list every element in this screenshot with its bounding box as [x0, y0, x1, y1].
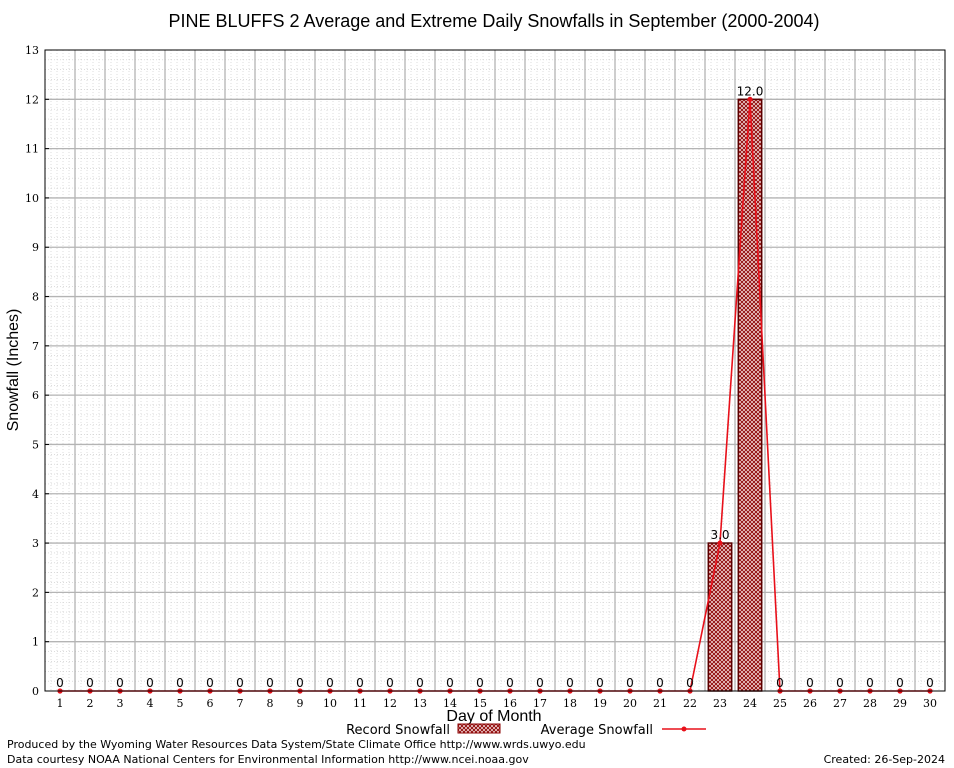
x-tick-label: 18 [563, 697, 577, 710]
legend: Record Snowfall Average Snowfall [346, 723, 706, 738]
x-tick-label: 8 [267, 697, 274, 710]
legend-record-label: Record Snowfall [346, 723, 450, 738]
bar-data-label: 0 [566, 676, 574, 690]
legend-record-swatch [457, 723, 501, 734]
y-tick-label: 11 [25, 143, 39, 156]
y-tick-label: 0 [32, 685, 39, 698]
bar-data-label: 0 [866, 676, 874, 690]
bar-data-label: 3.0 [710, 528, 729, 542]
x-tick-label: 5 [177, 697, 184, 710]
y-tick-label: 10 [25, 192, 39, 205]
x-tick-label: 21 [653, 697, 667, 710]
footer-produced-by: Produced by the Wyoming Water Resources … [7, 738, 586, 751]
bar-data-label: 0 [506, 676, 514, 690]
x-tick-label: 14 [443, 697, 457, 710]
plot-frame [44, 49, 946, 692]
y-tick-label: 6 [32, 389, 39, 402]
x-axis-label: Day of Month [446, 708, 541, 725]
bar-data-label: 0 [686, 676, 694, 690]
x-tick-label: 25 [773, 697, 787, 710]
x-tick-label: 27 [833, 697, 847, 710]
bar-data-label: 0 [236, 676, 244, 690]
legend-average-marker [681, 726, 687, 732]
x-tick-label: 19 [593, 697, 607, 710]
bar-data-label: 0 [86, 676, 94, 690]
x-tick-label: 4 [147, 697, 154, 710]
y-tick-label: 2 [32, 586, 39, 599]
record-bar [707, 542, 733, 692]
bar-data-label: 0 [626, 676, 634, 690]
y-tick-label: 8 [32, 291, 39, 304]
y-tick-label: 5 [32, 438, 39, 451]
x-tick-label: 7 [237, 697, 244, 710]
average-snowfall-point [717, 540, 723, 546]
y-tick-label: 12 [25, 93, 39, 106]
y-tick-label: 13 [25, 44, 39, 57]
legend-average-label: Average Snowfall [541, 723, 653, 738]
y-tick-label: 1 [32, 636, 39, 649]
x-tick-label: 10 [323, 697, 337, 710]
x-tick-label: 11 [353, 697, 367, 710]
bar-data-label: 12.0 [737, 84, 764, 98]
y-tick-label: 9 [32, 241, 39, 254]
bar-data-label: 0 [146, 676, 154, 690]
x-tick-label: 26 [803, 697, 817, 710]
chart-title: PINE BLUFFS 2 Average and Extreme Daily … [169, 11, 820, 31]
bar-data-label: 0 [176, 676, 184, 690]
footer-data-courtesy: Data courtesy NOAA National Centers for … [7, 753, 529, 766]
x-tick-label: 2 [87, 697, 94, 710]
data-labels: 0 0 0 0 0 0 0 0 0 0 0 0 0 0 0 0 0 0 0 0 0 0 3.0 12.0 0 0 0 0 0 0 [56, 84, 934, 690]
x-tick-label: 17 [533, 697, 547, 710]
x-tick-label: 20 [623, 697, 637, 710]
bar-data-label: 0 [476, 676, 484, 690]
bar-data-label: 0 [116, 676, 124, 690]
x-tick-label: 12 [383, 697, 397, 710]
x-tick-label: 3 [117, 697, 124, 710]
bar-data-label: 0 [536, 676, 544, 690]
bar-data-label: 0 [656, 676, 664, 690]
x-tick-label: 22 [683, 697, 697, 710]
y-tick-label: 4 [32, 488, 39, 501]
bar-data-label: 0 [596, 676, 604, 690]
bar-data-label: 0 [896, 676, 904, 690]
x-tick-labels: 1 2 3 4 5 6 7 8 9 10 11 12 13 14 15 16 17 18 19 20 21 22 23 24 2… [57, 697, 938, 710]
x-tick-label: 16 [503, 697, 517, 710]
average-snowfall-point [747, 96, 753, 102]
bar-data-label: 0 [386, 676, 394, 690]
x-tick-label: 23 [713, 697, 727, 710]
bar-data-label: 0 [926, 676, 934, 690]
bar-data-label: 0 [416, 676, 424, 690]
footer-created-date: Created: 26-Sep-2024 [824, 753, 945, 766]
bar-data-label: 0 [206, 676, 214, 690]
bar-data-label: 0 [776, 676, 784, 690]
y-tick-label: 3 [32, 537, 39, 550]
bar-data-label: 0 [296, 676, 304, 690]
record-bar [737, 98, 763, 692]
y-tick-label: 7 [32, 340, 39, 353]
bar-data-label: 0 [266, 676, 274, 690]
x-tick-label: 28 [863, 697, 877, 710]
x-tick-label: 9 [297, 697, 304, 710]
y-axis-label: Snowfall (Inches) [5, 309, 22, 432]
x-tick-label: 29 [893, 697, 907, 710]
bar-data-label: 0 [56, 676, 64, 690]
x-tick-label: 24 [743, 697, 757, 710]
x-tick-label: 13 [413, 697, 427, 710]
major-grid [45, 50, 945, 691]
bar-data-label: 0 [836, 676, 844, 690]
bar-data-label: 0 [326, 676, 334, 690]
x-tick-label: 1 [57, 697, 64, 710]
bar-data-label: 0 [446, 676, 454, 690]
x-tick-label: 15 [473, 697, 487, 710]
bar-data-label: 0 [356, 676, 364, 690]
x-tick-label: 30 [923, 697, 937, 710]
x-tick-label: 6 [207, 697, 214, 710]
bar-data-label: 0 [806, 676, 814, 690]
